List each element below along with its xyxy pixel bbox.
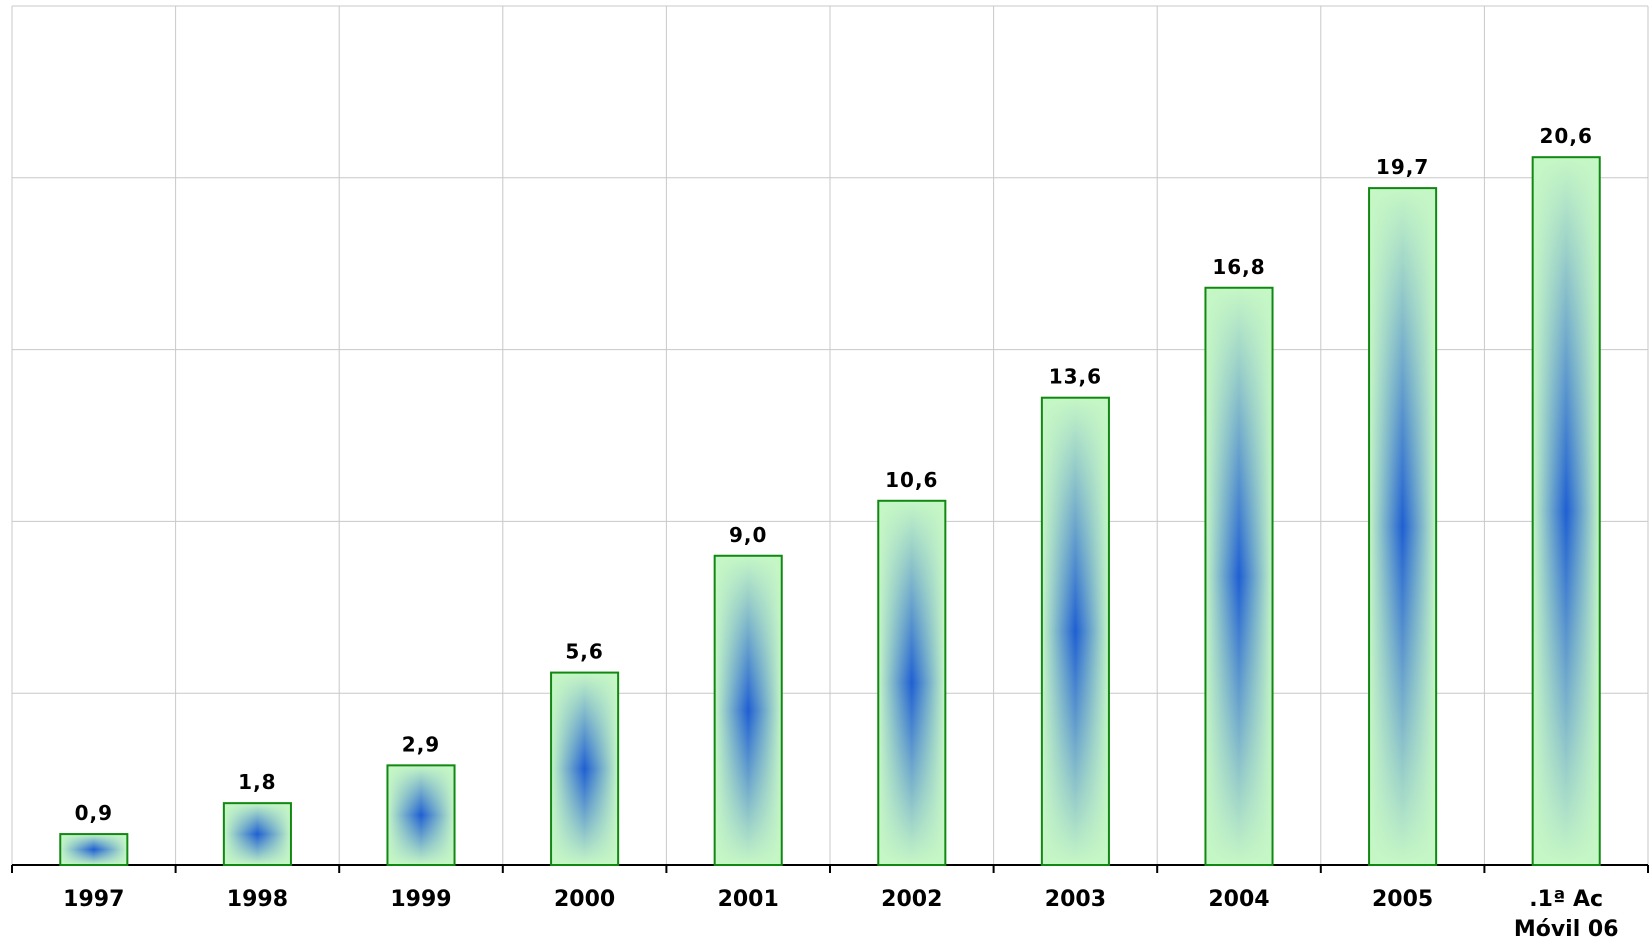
x-tick-label: 2005 bbox=[1371, 887, 1434, 912]
bar-shade bbox=[386, 764, 456, 867]
value-label: 0,9 bbox=[75, 801, 113, 825]
bar-shade bbox=[550, 671, 620, 866]
bar-shade bbox=[59, 833, 129, 866]
x-tick-label: 1997 bbox=[63, 887, 125, 912]
value-label: 5,6 bbox=[565, 640, 603, 664]
x-tick-label: 2002 bbox=[881, 887, 943, 912]
x-tick-label: 2003 bbox=[1044, 887, 1106, 912]
bar-shade bbox=[877, 499, 947, 866]
value-label: 9,0 bbox=[729, 523, 767, 547]
x-tick-label: 1998 bbox=[226, 887, 288, 912]
bar-shade bbox=[1204, 286, 1274, 866]
value-label: 19,7 bbox=[1376, 155, 1429, 179]
x-tick-label: 1999 bbox=[390, 887, 452, 912]
value-label: 1,8 bbox=[238, 770, 276, 794]
value-label: 16,8 bbox=[1212, 255, 1265, 279]
x-tick-label: 2000 bbox=[553, 887, 616, 912]
bar-shade bbox=[1531, 156, 1601, 866]
x-tick-label: .1ª Ac Móvil 06 bbox=[1513, 887, 1619, 942]
value-label: 13,6 bbox=[1049, 365, 1102, 389]
bar-shade bbox=[222, 802, 292, 866]
bar-shade bbox=[713, 554, 783, 866]
value-label: 20,6 bbox=[1540, 124, 1593, 148]
bar-shade bbox=[1040, 396, 1110, 866]
value-label: 10,6 bbox=[885, 468, 938, 492]
value-label: 2,9 bbox=[402, 732, 440, 756]
bar-shade bbox=[1368, 187, 1438, 867]
x-tick-label: 2001 bbox=[717, 887, 779, 912]
x-tick-label: 2004 bbox=[1208, 887, 1270, 912]
